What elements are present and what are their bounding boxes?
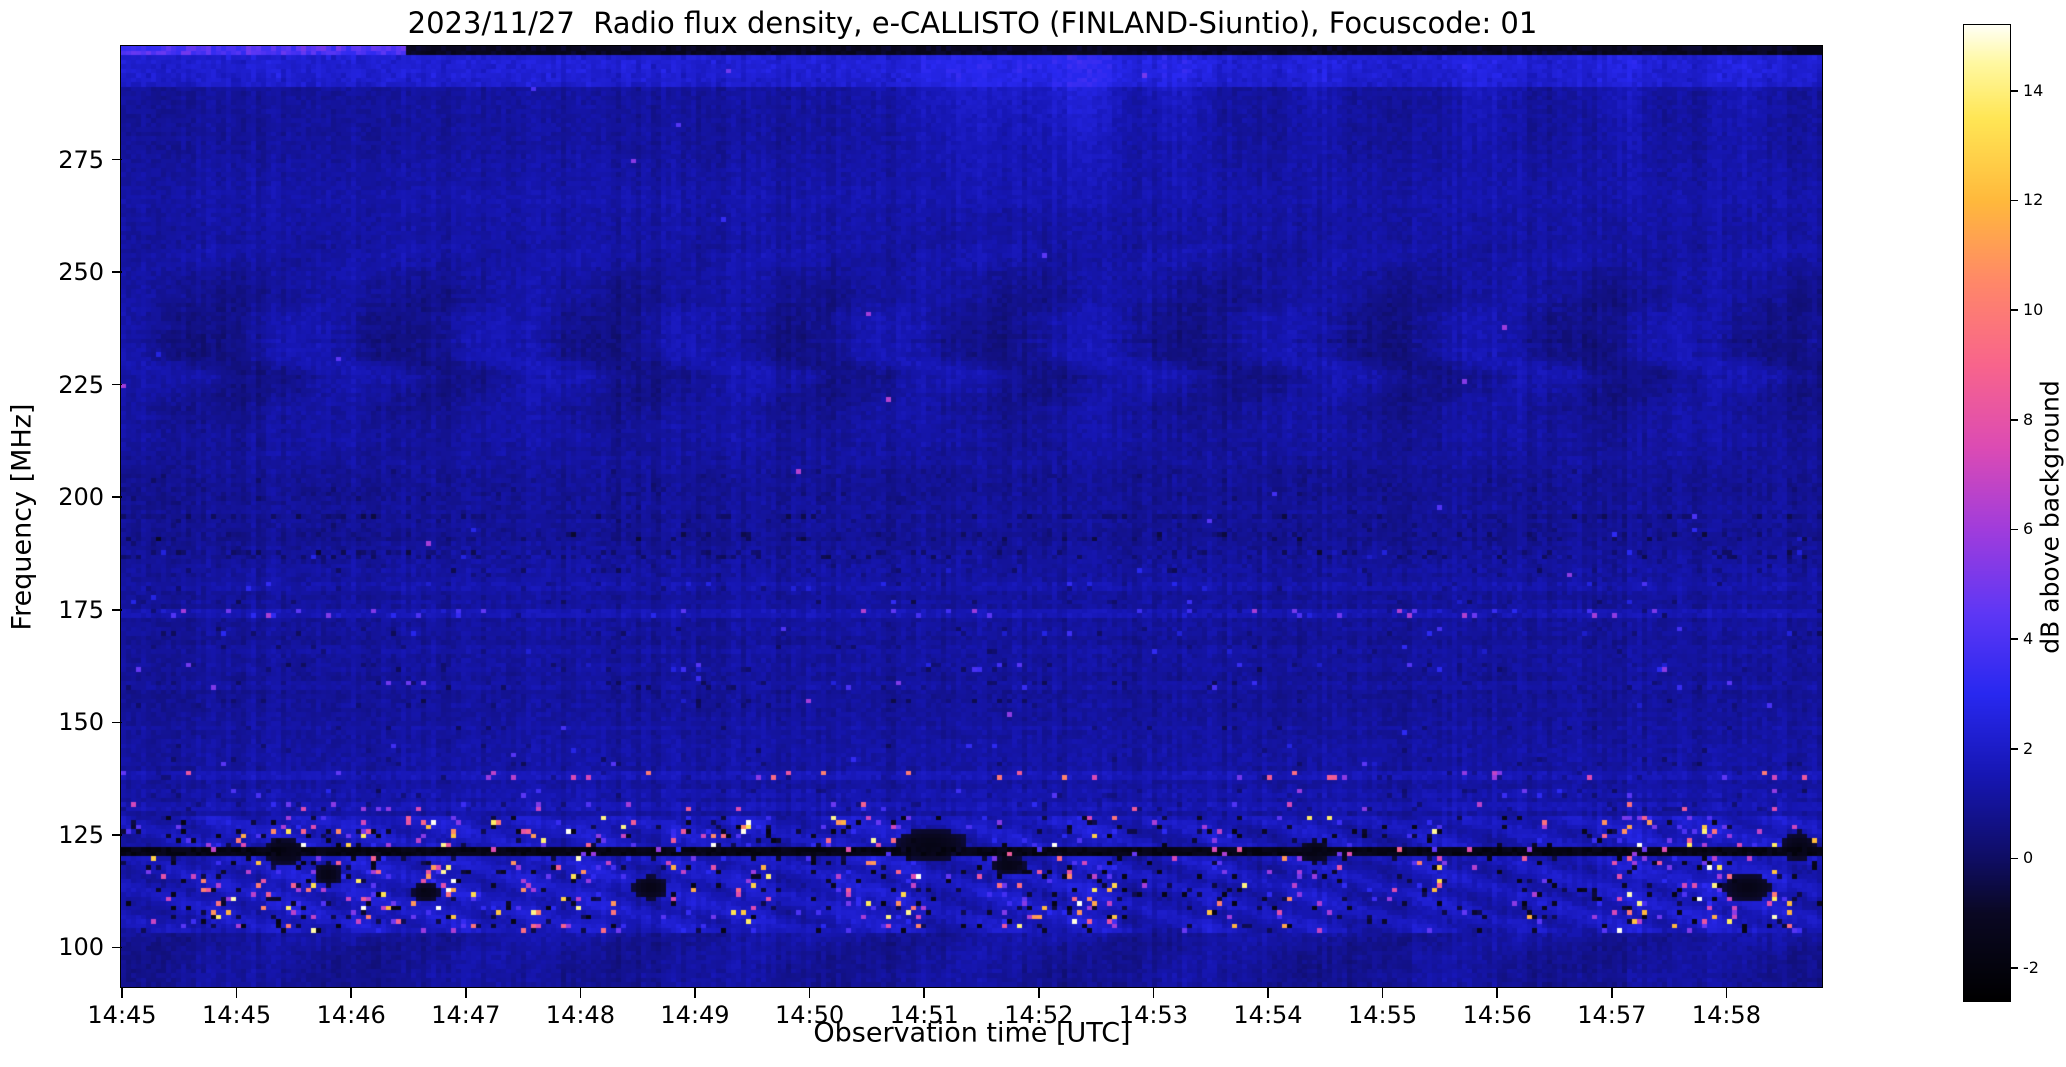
y-tick-mark: [112, 608, 122, 611]
x-tick-mark: [923, 988, 925, 998]
x-tick-mark: [350, 988, 352, 998]
y-tick-mark: [112, 271, 122, 273]
y-tick-label: 200: [58, 483, 104, 512]
x-tick-mark: [1496, 988, 1498, 998]
colorbar-tick-mark: [2011, 967, 2018, 969]
colorbar-tick-label: 8: [2023, 409, 2034, 429]
colorbar-tick-label: -2: [2023, 958, 2039, 978]
x-tick-label: 14:55: [1348, 1001, 1418, 1029]
colorbar-tick-label: 10: [2023, 300, 2044, 320]
x-tick-label: 14:49: [660, 1001, 730, 1029]
y-tick-label: 100: [58, 933, 104, 962]
colorbar-tick-label: 0: [2023, 848, 2034, 868]
x-tick-mark: [465, 988, 467, 998]
x-tick-label: 14:45: [202, 1001, 272, 1029]
y-tick-label: 225: [58, 370, 104, 399]
y-tick-label: 150: [58, 708, 104, 737]
colorbar: [1963, 24, 2011, 1002]
x-tick-label: 14:52: [1004, 1001, 1074, 1029]
y-tick-label: 175: [58, 595, 104, 624]
colorbar-tick-mark: [2011, 418, 2018, 421]
colorbar-tick-mark: [2011, 747, 2018, 750]
y-tick-label: 125: [58, 820, 104, 849]
x-tick-label: 14:47: [431, 1001, 501, 1029]
x-tick-label: 14:56: [1462, 1001, 1532, 1029]
chart-title: 2023/11/27 Radio flux density, e-CALLIST…: [407, 6, 1538, 40]
colorbar-tick-mark: [2011, 199, 2018, 202]
x-axis-label: Observation time [UTC]: [813, 1017, 1131, 1049]
x-tick-mark: [1267, 988, 1269, 998]
colorbar-tick-mark: [2011, 89, 2018, 92]
colorbar-tick-label: 12: [2023, 190, 2044, 210]
x-tick-label: 14:51: [889, 1001, 959, 1029]
y-tick-mark: [112, 721, 122, 724]
x-tick-label: 14:45: [87, 1001, 157, 1029]
y-tick-mark: [112, 834, 122, 836]
y-tick-mark: [112, 496, 122, 499]
x-tick-mark: [808, 988, 811, 998]
y-tick-label: 275: [58, 145, 104, 174]
x-tick-mark: [1152, 988, 1155, 998]
x-tick-mark: [579, 988, 582, 998]
x-tick-mark: [121, 988, 123, 998]
colorbar-tick-mark: [2011, 528, 2018, 531]
x-tick-label: 14:48: [545, 1001, 615, 1029]
y-tick-mark: [112, 158, 122, 161]
colorbar-tick-mark: [2011, 857, 2018, 860]
x-tick-label: 14:46: [316, 1001, 386, 1029]
x-tick-mark: [694, 988, 696, 998]
x-tick-mark: [1381, 988, 1384, 998]
x-tick-label: 14:50: [775, 1001, 845, 1029]
x-tick-label: 14:57: [1577, 1001, 1647, 1029]
x-tick-mark: [235, 988, 238, 998]
x-tick-label: 14:54: [1233, 1001, 1303, 1029]
y-tick-mark: [112, 946, 122, 949]
x-tick-mark: [1611, 988, 1613, 998]
y-axis-label: Frequency [MHz]: [6, 403, 38, 631]
colorbar-tick-label: 14: [2023, 80, 2044, 100]
x-tick-label: 14:53: [1118, 1001, 1188, 1029]
colorbar-label: dB above background: [2035, 380, 2065, 654]
colorbar-tick-mark: [2011, 309, 2018, 311]
colorbar-tick-mark: [2011, 638, 2018, 640]
x-tick-mark: [1038, 988, 1040, 998]
spectrogram-canvas: [120, 45, 1823, 988]
x-tick-mark: [1725, 988, 1728, 998]
colorbar-tick-label: 2: [2023, 738, 2034, 758]
x-tick-label: 14:58: [1691, 1001, 1761, 1029]
y-tick-mark: [112, 383, 122, 386]
colorbar-tick-label: 6: [2023, 519, 2034, 539]
y-tick-label: 250: [58, 258, 104, 287]
colorbar-tick-label: 4: [2023, 629, 2034, 649]
